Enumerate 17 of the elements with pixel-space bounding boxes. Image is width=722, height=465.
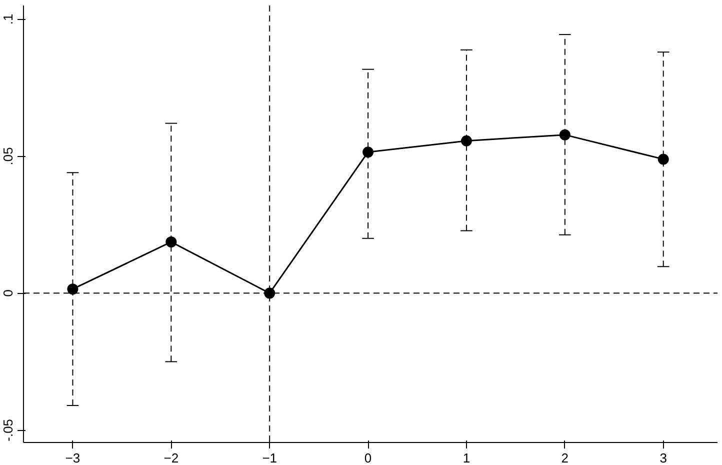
y-tick-label: .1: [0, 14, 16, 25]
point: [362, 146, 374, 158]
x-tick-label: 2: [561, 450, 569, 465]
x-tick-label: −2: [164, 450, 179, 465]
x-tick-label: 3: [660, 450, 667, 465]
point: [166, 236, 177, 248]
y-tick-label: -.05: [0, 418, 16, 442]
point: [67, 284, 78, 295]
x-tick-label: −3: [65, 450, 80, 465]
x-tick-label: 1: [462, 450, 470, 465]
x-tick-label: 0: [364, 450, 372, 465]
point: [460, 135, 472, 146]
x-tick-label: −1: [262, 450, 278, 465]
point: [559, 129, 570, 140]
point: [658, 154, 669, 165]
y-tick-label: 0: [0, 290, 16, 297]
y-tick-label: .05: [0, 147, 16, 166]
